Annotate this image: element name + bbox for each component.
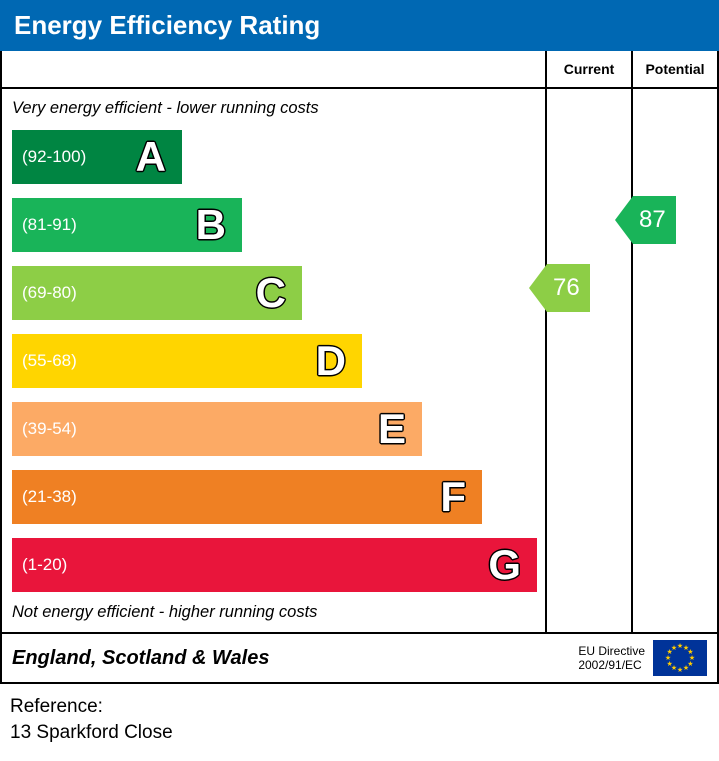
potential-value: 87 bbox=[633, 196, 676, 244]
band-bar-g: (1-20) G bbox=[12, 538, 537, 592]
band-range-e: (39-54) bbox=[12, 419, 77, 439]
bars-column: Very energy efficient - lower running co… bbox=[2, 89, 545, 632]
potential-pointer: 87 bbox=[615, 196, 676, 244]
band-range-b: (81-91) bbox=[12, 215, 77, 235]
eu-star-icon: ★ bbox=[671, 644, 677, 652]
band-row-d: (55-68) D bbox=[2, 330, 545, 391]
band-letter-c: C bbox=[256, 269, 286, 317]
current-column: 76 bbox=[545, 89, 631, 632]
caption-inefficient: Not energy efficient - higher running co… bbox=[2, 595, 545, 626]
band-bar-f: (21-38) F bbox=[12, 470, 482, 524]
band-letter-d: D bbox=[316, 337, 346, 385]
header-current: Current bbox=[545, 51, 631, 87]
band-bar-d: (55-68) D bbox=[12, 334, 362, 388]
band-range-f: (21-38) bbox=[12, 487, 77, 507]
title-bar: Energy Efficiency Rating bbox=[0, 0, 719, 51]
header-spacer bbox=[2, 51, 545, 87]
epc-chart-container: Energy Efficiency Rating Current Potenti… bbox=[0, 0, 719, 755]
header-potential: Potential bbox=[631, 51, 717, 87]
band-row-a: (92-100) A bbox=[2, 126, 545, 187]
eu-star-icon: ★ bbox=[677, 666, 683, 674]
footer-region: England, Scotland & Wales bbox=[12, 647, 578, 670]
potential-pointer-arrow-icon bbox=[615, 196, 633, 244]
band-letter-g: G bbox=[488, 541, 521, 589]
potential-column: 87 bbox=[631, 89, 717, 632]
band-bar-b: (81-91) B bbox=[12, 198, 242, 252]
current-pointer-arrow-icon bbox=[529, 264, 547, 312]
current-value: 76 bbox=[547, 264, 590, 312]
footer-row: England, Scotland & Wales EU Directive 2… bbox=[2, 632, 717, 682]
reference-block: Reference: 13 Sparkford Close bbox=[0, 684, 719, 755]
band-row-f: (21-38) F bbox=[2, 466, 545, 527]
chart-body: Very energy efficient - lower running co… bbox=[2, 89, 717, 632]
band-range-c: (69-80) bbox=[12, 283, 77, 303]
band-bar-e: (39-54) E bbox=[12, 402, 422, 456]
reference-value: 13 Sparkford Close bbox=[10, 720, 709, 746]
band-letter-f: F bbox=[440, 473, 466, 521]
bars-holder: (92-100) A (81-91) B (69-80) C (55-68) D (39-54)… bbox=[2, 126, 545, 595]
band-row-g: (1-20) G bbox=[2, 534, 545, 595]
header-row: Current Potential bbox=[2, 51, 717, 89]
eu-flag-icon: ★★★★★★★★★★★★ bbox=[653, 640, 707, 676]
eu-directive-text: EU Directive 2002/91/EC bbox=[578, 644, 645, 673]
band-range-d: (55-68) bbox=[12, 351, 77, 371]
eu-directive-line2: 2002/91/EC bbox=[578, 658, 645, 672]
chart-box: Current Potential Very energy efficient … bbox=[0, 51, 719, 684]
band-letter-b: B bbox=[196, 201, 226, 249]
caption-efficient: Very energy efficient - lower running co… bbox=[2, 95, 545, 126]
band-range-g: (1-20) bbox=[12, 555, 67, 575]
footer-eu: EU Directive 2002/91/EC ★★★★★★★★★★★★ bbox=[578, 640, 707, 676]
band-row-e: (39-54) E bbox=[2, 398, 545, 459]
chart-title: Energy Efficiency Rating bbox=[14, 10, 320, 40]
eu-directive-line1: EU Directive bbox=[578, 644, 645, 658]
band-bar-a: (92-100) A bbox=[12, 130, 182, 184]
current-pointer: 76 bbox=[529, 264, 590, 312]
reference-label: Reference: bbox=[10, 694, 709, 720]
band-letter-e: E bbox=[378, 405, 406, 453]
band-row-c: (69-80) C bbox=[2, 262, 545, 323]
band-range-a: (92-100) bbox=[12, 147, 86, 167]
band-letter-a: A bbox=[136, 133, 166, 181]
band-row-b: (81-91) B bbox=[2, 194, 545, 255]
eu-star-icon: ★ bbox=[683, 664, 689, 672]
band-bar-c: (69-80) C bbox=[12, 266, 302, 320]
